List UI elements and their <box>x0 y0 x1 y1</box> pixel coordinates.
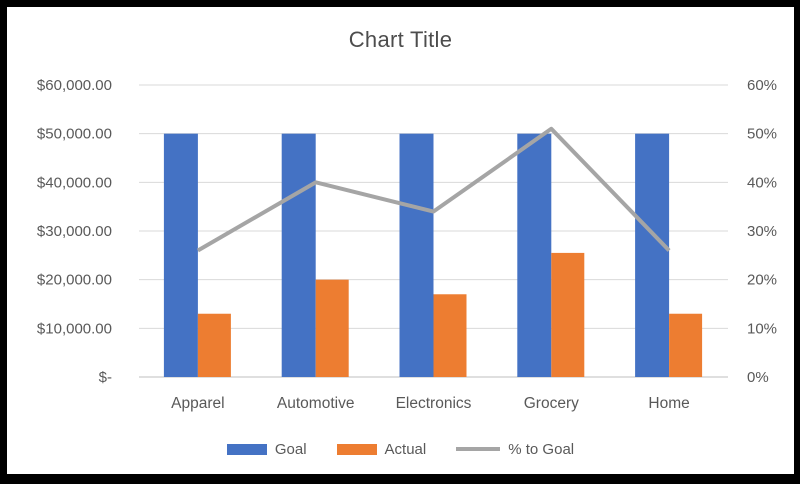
left-axis-tick-label: $10,000.00 <box>37 320 112 337</box>
category-label: Home <box>648 395 689 412</box>
chart-legend: Goal Actual % to Goal <box>7 438 794 460</box>
left-axis-tick-label: $20,000.00 <box>37 272 112 289</box>
left-axis-tick-label: $50,000.00 <box>37 126 112 143</box>
category-label: Electronics <box>396 395 472 412</box>
left-axis-tick-label: $30,000.00 <box>37 223 112 240</box>
chart-canvas: Chart Title $- 0% $10,000.00 10% $20,000.00 2… <box>7 7 794 474</box>
right-axis-tick-label: 60% <box>747 77 777 94</box>
bar-actual <box>433 294 467 377</box>
bar-actual <box>669 313 703 377</box>
right-axis-tick-label: 50% <box>747 126 777 143</box>
bar-actual <box>315 279 349 377</box>
left-axis-tick-label: $40,000.00 <box>37 174 112 191</box>
legend-label: Goal <box>274 440 307 458</box>
chart-title: Chart Title <box>348 27 453 52</box>
bar-goal <box>163 133 198 377</box>
right-axis-tick-label: 0% <box>747 369 769 386</box>
legend-item-goal: Goal <box>226 440 307 458</box>
legend-item-actual: Actual <box>336 440 427 458</box>
legend-swatch-bar <box>336 443 377 455</box>
category-label: Grocery <box>524 395 579 412</box>
left-axis-tick-label: $- <box>99 369 112 386</box>
bar-goal <box>281 133 316 377</box>
legend-swatch-line <box>456 447 501 451</box>
right-axis-tick-label: 10% <box>747 320 777 337</box>
bar-actual <box>197 313 231 377</box>
bar-goal <box>635 133 670 377</box>
bar-goal <box>399 133 434 377</box>
plot-area: $- 0% $10,000.00 10% $20,000.00 20% $30,000.00… <box>37 77 777 412</box>
right-axis-tick-label: 40% <box>747 174 777 191</box>
line-pct-to-goal <box>196 126 671 253</box>
left-axis-tick-label: $60,000.00 <box>37 77 112 94</box>
legend-label: Actual <box>384 440 427 458</box>
legend-item-pct-to-goal: % to Goal <box>456 441 574 458</box>
bar-actual <box>551 252 585 377</box>
legend-label: % to Goal <box>508 440 575 458</box>
bar-goal <box>517 133 552 377</box>
right-axis-tick-label: 30% <box>747 223 777 240</box>
legend-swatch-bar <box>226 443 267 455</box>
right-axis-tick-label: 20% <box>747 272 777 289</box>
category-label: Apparel <box>171 395 224 412</box>
category-label: Automotive <box>277 395 355 412</box>
